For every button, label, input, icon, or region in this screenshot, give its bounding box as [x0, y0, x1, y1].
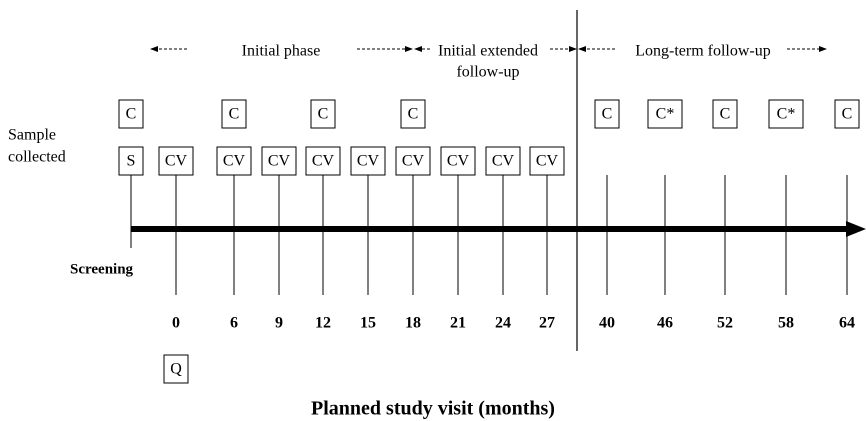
sample-code: S [127, 153, 136, 170]
sample-box [118, 99, 144, 129]
visit-month: 21 [450, 315, 466, 332]
sample-box [440, 146, 476, 176]
sample-box [350, 146, 386, 176]
sample-box [310, 99, 336, 129]
sample-code: C [126, 106, 137, 123]
sample-code: CV [447, 153, 470, 170]
sample-code: C [720, 106, 731, 123]
visit-month: 15 [360, 315, 376, 332]
sample-box [594, 99, 620, 129]
sample-code: C* [777, 106, 796, 123]
row-label: collected [8, 149, 66, 166]
phase-label: Initial extended [438, 43, 538, 60]
sample-code: CV [223, 153, 246, 170]
visit-month: 58 [778, 315, 794, 332]
sample-box [395, 146, 431, 176]
visit-month: 64 [839, 315, 855, 332]
sample-box [163, 354, 189, 384]
sample-code: CV [492, 153, 515, 170]
sample-code: CV [268, 153, 291, 170]
visit-month: 27 [539, 315, 555, 332]
sample-code: C [602, 106, 613, 123]
sample-code: CV [165, 153, 188, 170]
sample-box [768, 99, 804, 129]
sample-code: C* [656, 106, 675, 123]
visit-month: 9 [275, 315, 283, 332]
sample-box [158, 146, 194, 176]
sample-code: C [229, 106, 240, 123]
visit-month: 52 [717, 315, 733, 332]
sample-box [529, 146, 565, 176]
timeline-arrowhead [846, 221, 866, 237]
sample-box [834, 99, 860, 129]
row-label: Sample [8, 127, 56, 144]
screening-label: Screening [70, 261, 134, 277]
visit-month: 6 [230, 315, 238, 332]
sample-box [118, 146, 144, 176]
sample-code: Q [170, 361, 182, 378]
sample-code: CV [402, 153, 425, 170]
phase-label: follow-up [456, 64, 519, 81]
sample-box [221, 99, 247, 129]
sample-box [485, 146, 521, 176]
phase-label: Long-term follow-up [635, 43, 771, 60]
title: Planned study visit (months) [311, 398, 555, 420]
sample-code: C [408, 106, 419, 123]
sample-code: C [318, 106, 329, 123]
sample-box [647, 99, 683, 129]
sample-code: C [842, 106, 853, 123]
sample-box [261, 146, 297, 176]
visit-month: 18 [405, 315, 421, 332]
sample-box [712, 99, 738, 129]
sample-code: CV [312, 153, 335, 170]
sample-box [305, 146, 341, 176]
visit-month: 24 [495, 315, 511, 332]
visit-month: 12 [315, 315, 331, 332]
phase-label: Initial phase [242, 43, 321, 60]
visit-month: 40 [599, 315, 615, 332]
sample-code: CV [536, 153, 559, 170]
sample-box [400, 99, 426, 129]
visit-month: 46 [657, 315, 673, 332]
sample-box [216, 146, 252, 176]
sample-code: CV [357, 153, 380, 170]
visit-month: 0 [172, 315, 180, 332]
